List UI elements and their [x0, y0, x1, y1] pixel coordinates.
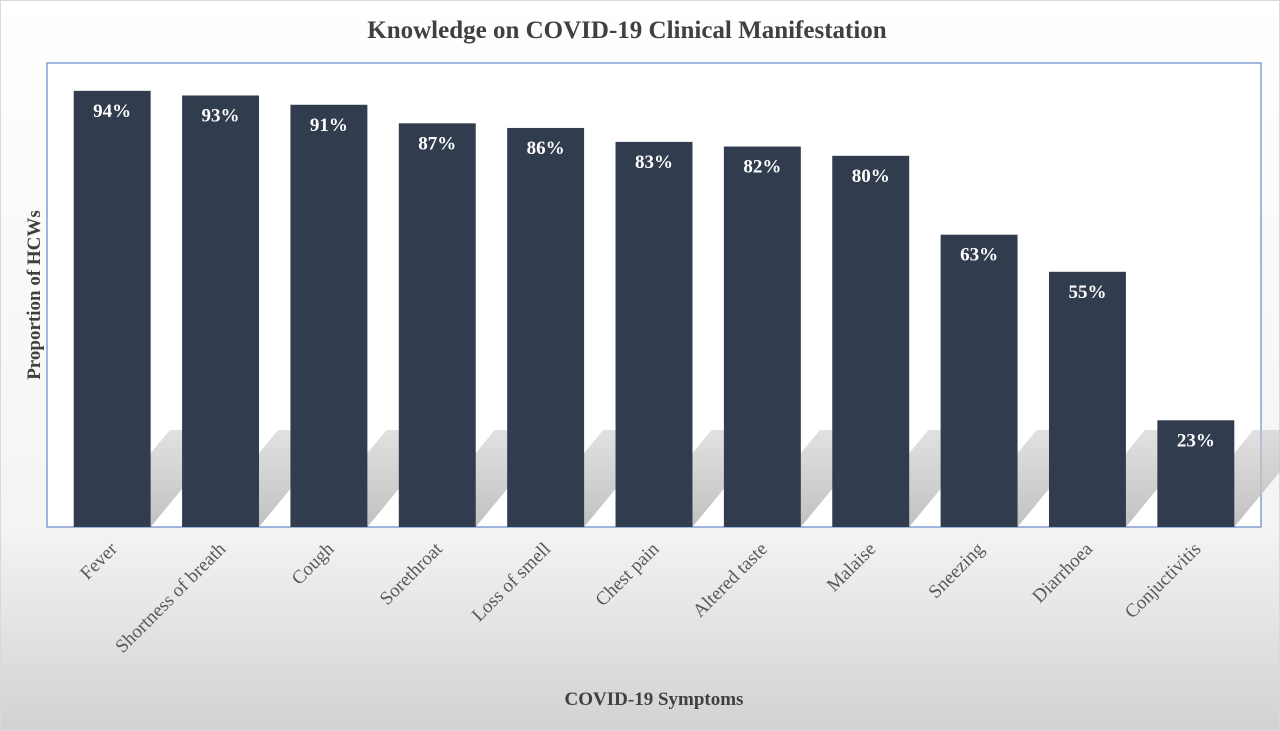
bars-group	[73, 90, 1235, 528]
bar-sorethroat[interactable]	[398, 123, 476, 527]
chart-title: Knowledge on COVID-19 Clinical Manifesta…	[367, 17, 887, 44]
data-label: 87%	[418, 133, 456, 154]
bar-malaise[interactable]	[832, 155, 910, 528]
data-label: 63%	[960, 245, 998, 266]
data-label: 91%	[310, 115, 348, 136]
data-label: 94%	[93, 101, 131, 122]
data-label: 86%	[527, 138, 565, 159]
bar-shortness-of-breath[interactable]	[182, 95, 260, 527]
data-label: 23%	[1177, 430, 1215, 451]
data-label: 80%	[852, 166, 890, 187]
data-label: 82%	[743, 157, 781, 178]
bar-loss-of-smell[interactable]	[507, 127, 585, 528]
data-label: 93%	[202, 105, 240, 126]
bar-diarrhoea[interactable]	[1048, 271, 1126, 527]
data-label: 83%	[635, 152, 673, 173]
data-labels-group: 94% 93% 91% 87% 86% 83% 82% 80% 63% 55% 23%	[93, 101, 1215, 451]
bar-chest-pain[interactable]	[615, 141, 693, 527]
bar-fever[interactable]	[73, 90, 151, 527]
bar-cough[interactable]	[290, 104, 368, 527]
bar-conjuctivitis[interactable]	[1157, 420, 1235, 527]
x-axis-label: COVID-19 Symptoms	[565, 689, 744, 710]
y-axis-label: Proportion of HCWs	[24, 210, 45, 380]
data-label: 55%	[1068, 282, 1106, 303]
bar-sneezing[interactable]	[940, 234, 1018, 527]
bar-altered-taste[interactable]	[723, 146, 801, 527]
